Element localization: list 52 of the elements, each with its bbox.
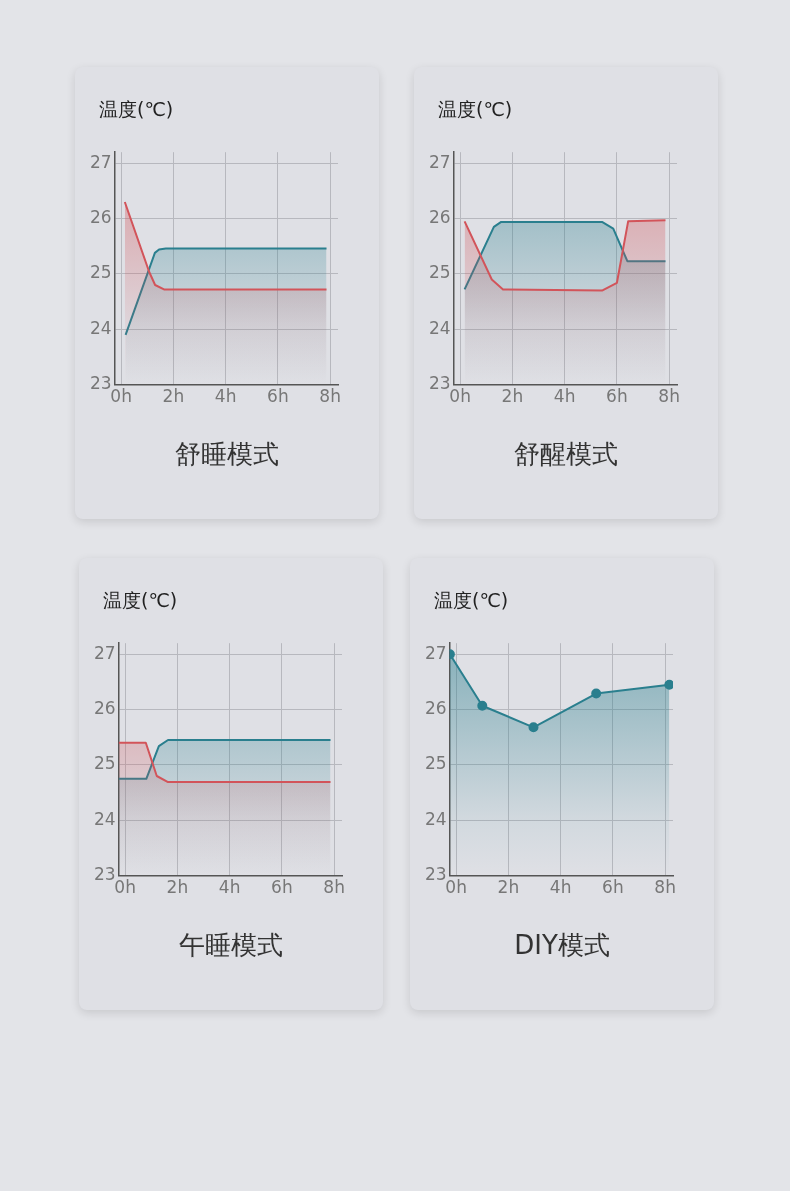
y-tick-label: 23	[424, 864, 447, 885]
x-tick-label: 6h	[606, 386, 628, 407]
point	[591, 688, 602, 699]
point	[477, 700, 488, 711]
y-axis-title: 温度(℃)	[434, 588, 509, 613]
y-tick-label: 26	[93, 698, 116, 719]
x-tick-label: 4h	[549, 877, 572, 898]
text: 舒睡模式	[174, 438, 280, 471]
y-axis-title: 温度(℃)	[99, 97, 174, 122]
y-tick-label: 27	[424, 642, 447, 663]
x-tick-label: 4h	[214, 386, 237, 407]
y-tick-label: 24	[89, 317, 112, 338]
y-tick-label: 26	[424, 698, 447, 719]
y-tick-label: 24	[428, 317, 451, 338]
x-tick-label: 0h	[110, 386, 132, 407]
y-tick-label: 25	[93, 753, 116, 774]
text: 舒醒模式	[513, 438, 619, 471]
y-tick-label: 25	[89, 262, 112, 283]
y-axis-title: 温度(℃)	[438, 97, 513, 122]
x-tick-label: 0h	[445, 877, 467, 898]
x-tick-label: 0h	[449, 386, 471, 407]
x-tick-label: 8h	[323, 877, 345, 898]
y-tick-label: 27	[428, 151, 451, 172]
x-tick-label: 4h	[553, 386, 576, 407]
point	[664, 679, 673, 690]
x-tick-label: 8h	[658, 386, 680, 407]
y-tick-label: 23	[89, 373, 112, 394]
y-tick-label: 25	[428, 262, 451, 283]
x-tick-label: 0h	[114, 877, 136, 898]
x-tick-label: 2h	[166, 877, 189, 898]
text: 午睡模式	[178, 929, 284, 962]
x-tick-label: 6h	[271, 877, 293, 898]
y-tick-label: 24	[424, 808, 447, 829]
x-tick-label: 6h	[267, 386, 289, 407]
y-tick-label: 23	[93, 864, 116, 885]
x-tick-label: 2h	[501, 386, 524, 407]
y-tick-label: 26	[89, 207, 112, 228]
x-tick-label: 4h	[218, 877, 241, 898]
x-tick-label: 8h	[654, 877, 676, 898]
y-tick-label: 27	[89, 151, 112, 172]
x-tick-label: 2h	[497, 877, 520, 898]
x-tick-label: 8h	[319, 386, 341, 407]
text: DIY模式	[513, 929, 611, 962]
x-tick-label: 6h	[602, 877, 624, 898]
y-tick-label: 26	[428, 207, 451, 228]
y-tick-label: 24	[93, 808, 116, 829]
point	[528, 722, 539, 733]
y-axis-title: 温度(℃)	[103, 588, 178, 613]
y-tick-label: 25	[424, 753, 447, 774]
x-tick-label: 2h	[162, 386, 185, 407]
y-tick-label: 23	[428, 373, 451, 394]
y-tick-label: 27	[93, 642, 116, 663]
